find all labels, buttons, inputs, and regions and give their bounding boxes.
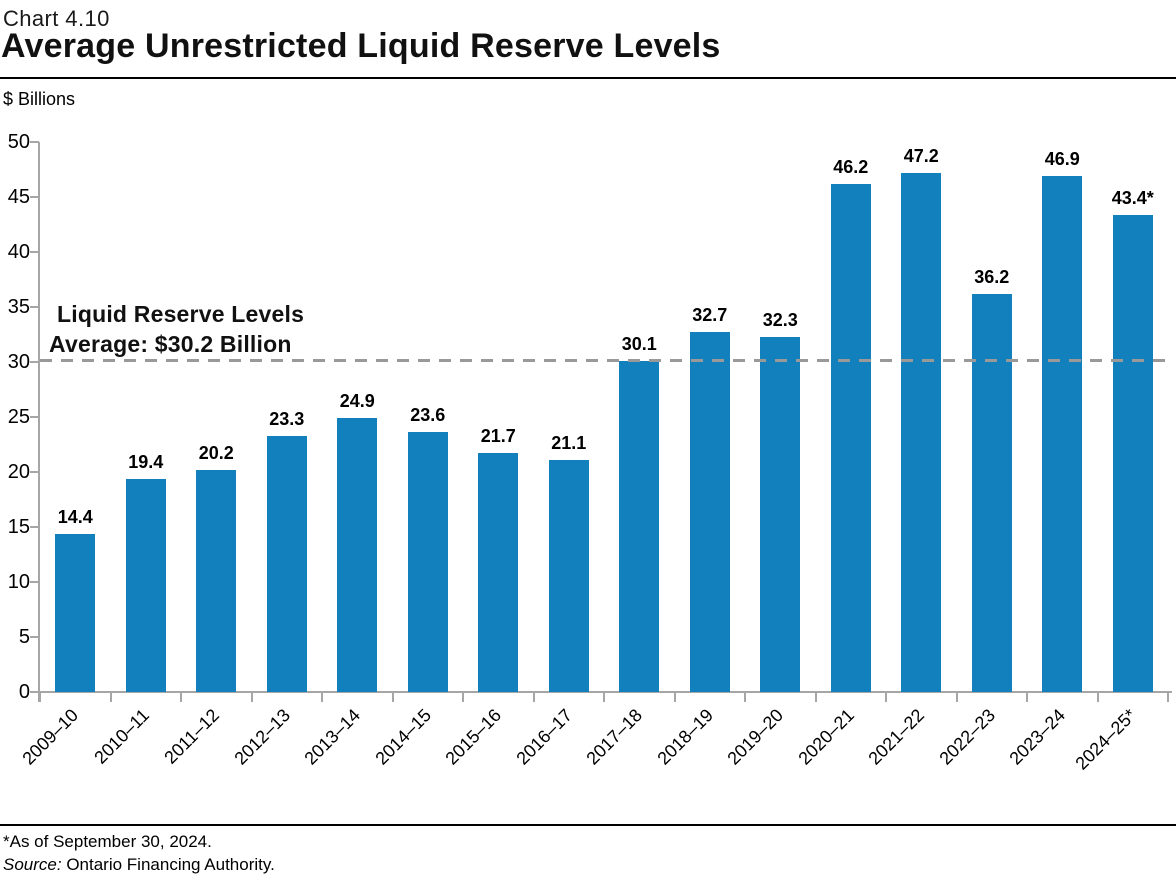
y-axis-tick <box>30 141 39 143</box>
y-axis-tick-label: 35 <box>7 296 30 318</box>
bar-value-label: 21.1 <box>551 432 587 453</box>
footer-divider <box>0 824 1176 826</box>
bar <box>55 533 96 692</box>
bar-value-label: 20.2 <box>198 442 234 463</box>
y-axis-tick-label: 20 <box>7 461 30 483</box>
y-axis-tick <box>30 196 39 198</box>
y-axis-tick-label: 5 <box>18 626 30 648</box>
bar-value-label: 23.6 <box>410 405 446 426</box>
y-axis-tick-label: 15 <box>7 516 30 538</box>
x-axis-tick <box>250 692 253 702</box>
y-axis-tick <box>30 306 39 308</box>
x-axis-line <box>38 691 1172 693</box>
bar-value-label: 19.4 <box>128 451 164 472</box>
bar-value-label: 24.9 <box>339 391 375 412</box>
x-axis-tick <box>321 692 323 702</box>
bar <box>125 478 166 692</box>
y-axis-tick-label: 45 <box>7 186 30 208</box>
x-axis-tick <box>885 692 887 702</box>
y-axis-tick-label: 25 <box>7 406 30 428</box>
x-axis-tick <box>1096 692 1099 702</box>
bar <box>478 453 519 692</box>
source-text: Ontario Financing Authority. <box>61 855 275 874</box>
y-axis-line <box>38 142 40 702</box>
bar-value-label: 14.4 <box>57 506 93 527</box>
bar <box>407 432 448 692</box>
x-axis-tick <box>814 692 817 702</box>
y-axis-tick-label: 40 <box>7 241 30 263</box>
y-axis-tick-label: 10 <box>7 571 30 593</box>
x-axis-tick <box>1167 692 1169 702</box>
chart-title: Average Unrestricted Liquid Reserve Leve… <box>1 27 721 65</box>
y-axis-tick <box>30 526 39 528</box>
bar <box>1042 176 1083 692</box>
x-axis-tick <box>603 692 605 702</box>
bar-value-label: 47.2 <box>903 145 939 166</box>
bar <box>337 418 378 692</box>
average-annotation-line2: Average: $30.2 Billion <box>49 331 292 357</box>
bar <box>266 435 307 692</box>
chart-number: Chart 4.10 <box>3 6 110 31</box>
y-axis-tick <box>30 361 39 363</box>
y-axis-tick-label: 50 <box>7 131 30 153</box>
y-axis-tick-label: 0 <box>18 681 30 703</box>
y-axis-tick <box>30 636 39 638</box>
bar <box>830 183 871 692</box>
x-axis-tick <box>180 692 182 702</box>
average-dashed-line <box>40 358 1170 362</box>
bar-value-label: 32.7 <box>692 305 728 326</box>
source-label: Source: <box>3 855 62 874</box>
bar <box>619 360 660 692</box>
y-axis-units-label: $ Billions <box>3 89 76 109</box>
bar-value-label: 46.2 <box>833 156 869 177</box>
y-axis-tick <box>30 581 39 583</box>
bar <box>901 172 942 692</box>
y-axis-tick <box>30 251 39 253</box>
bar <box>196 469 237 692</box>
x-axis-tick <box>462 692 464 702</box>
bar-value-label: 30.1 <box>621 333 657 354</box>
bar-value-label: 46.9 <box>1044 149 1080 170</box>
y-axis-tick <box>30 691 39 693</box>
footnote: *As of September 30, 2024. <box>3 832 212 851</box>
x-axis-tick <box>744 692 746 702</box>
bar-value-label: 23.3 <box>269 408 305 429</box>
average-annotation-line1: Liquid Reserve Levels <box>57 301 305 327</box>
bar <box>760 336 801 692</box>
bar-value-label: 43.4* <box>1111 187 1154 208</box>
y-axis-tick <box>30 416 39 418</box>
source-line: Source: Ontario Financing Authority. <box>3 855 275 875</box>
bar <box>971 293 1012 692</box>
bar <box>689 332 730 692</box>
y-axis-tick <box>30 471 39 473</box>
x-axis-tick <box>391 692 394 702</box>
bar <box>548 459 589 692</box>
x-axis-tick <box>109 692 112 702</box>
bar-value-label: 21.7 <box>480 426 516 447</box>
x-axis-tick <box>532 692 535 702</box>
x-axis-tick <box>1026 692 1028 702</box>
bar <box>1112 214 1153 692</box>
title-divider <box>0 77 1176 79</box>
bar-value-label: 32.3 <box>762 309 798 330</box>
x-axis-tick <box>39 692 41 702</box>
x-axis-tick <box>673 692 676 702</box>
bar-value-label: 36.2 <box>974 266 1010 287</box>
x-axis-tick <box>955 692 958 702</box>
y-axis-tick-label: 30 <box>7 351 30 373</box>
